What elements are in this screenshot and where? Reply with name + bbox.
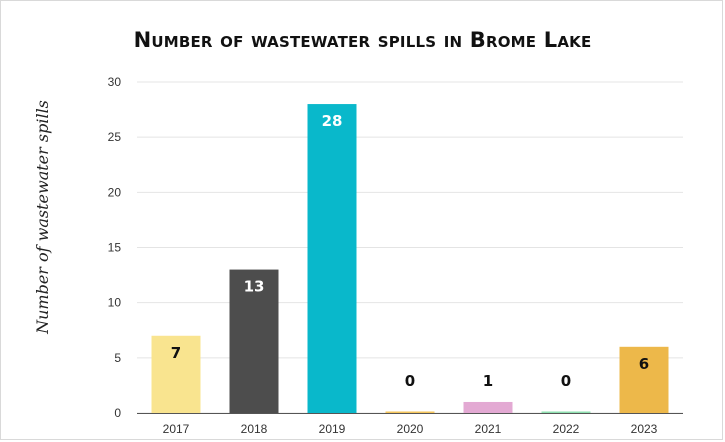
gridlines xyxy=(137,81,683,414)
data-labels: 7 13 28 0 1 0 6 xyxy=(171,112,649,390)
x-tick-label: 2022 xyxy=(553,422,580,436)
y-axis-label: Number of wastewater spills xyxy=(33,100,52,335)
data-label-2023: 6 xyxy=(639,355,649,373)
data-label-2020: 0 xyxy=(405,372,415,390)
bar-2023 xyxy=(619,346,669,413)
data-label-2019: 28 xyxy=(322,112,343,130)
bar-2019 xyxy=(307,104,357,414)
data-label-2017: 7 xyxy=(171,344,181,362)
bar-2020 xyxy=(385,411,435,413)
y-tick-label: 15 xyxy=(108,241,122,255)
y-axis: 0 5 10 15 20 25 30 xyxy=(108,75,122,420)
y-tick-label: 5 xyxy=(114,351,121,365)
x-tick-label: 2021 xyxy=(475,422,502,436)
data-label-2021: 1 xyxy=(483,372,493,390)
x-tick-label: 2019 xyxy=(319,422,346,436)
data-label-2018: 13 xyxy=(244,278,265,296)
y-tick-label: 20 xyxy=(108,185,122,199)
x-tick-label: 2023 xyxy=(631,422,658,436)
y-tick-label: 10 xyxy=(108,296,122,310)
bar-2018 xyxy=(229,269,279,413)
chart-title: Number of wastewater spills in Brome Lak… xyxy=(133,28,592,52)
x-tick-label: 2018 xyxy=(241,422,268,436)
bars xyxy=(151,104,669,414)
y-tick-label: 0 xyxy=(114,406,121,420)
data-label-2022: 0 xyxy=(561,372,571,390)
x-axis: 2017 2018 2019 2020 2021 2022 2023 xyxy=(137,413,683,436)
y-tick-label: 30 xyxy=(108,75,122,89)
x-tick-label: 2020 xyxy=(397,422,424,436)
y-tick-label: 25 xyxy=(108,130,122,144)
bar-2017 xyxy=(151,335,201,413)
bar-2022 xyxy=(541,411,591,413)
x-tick-label: 2017 xyxy=(163,422,190,436)
bar-2021 xyxy=(463,401,513,413)
